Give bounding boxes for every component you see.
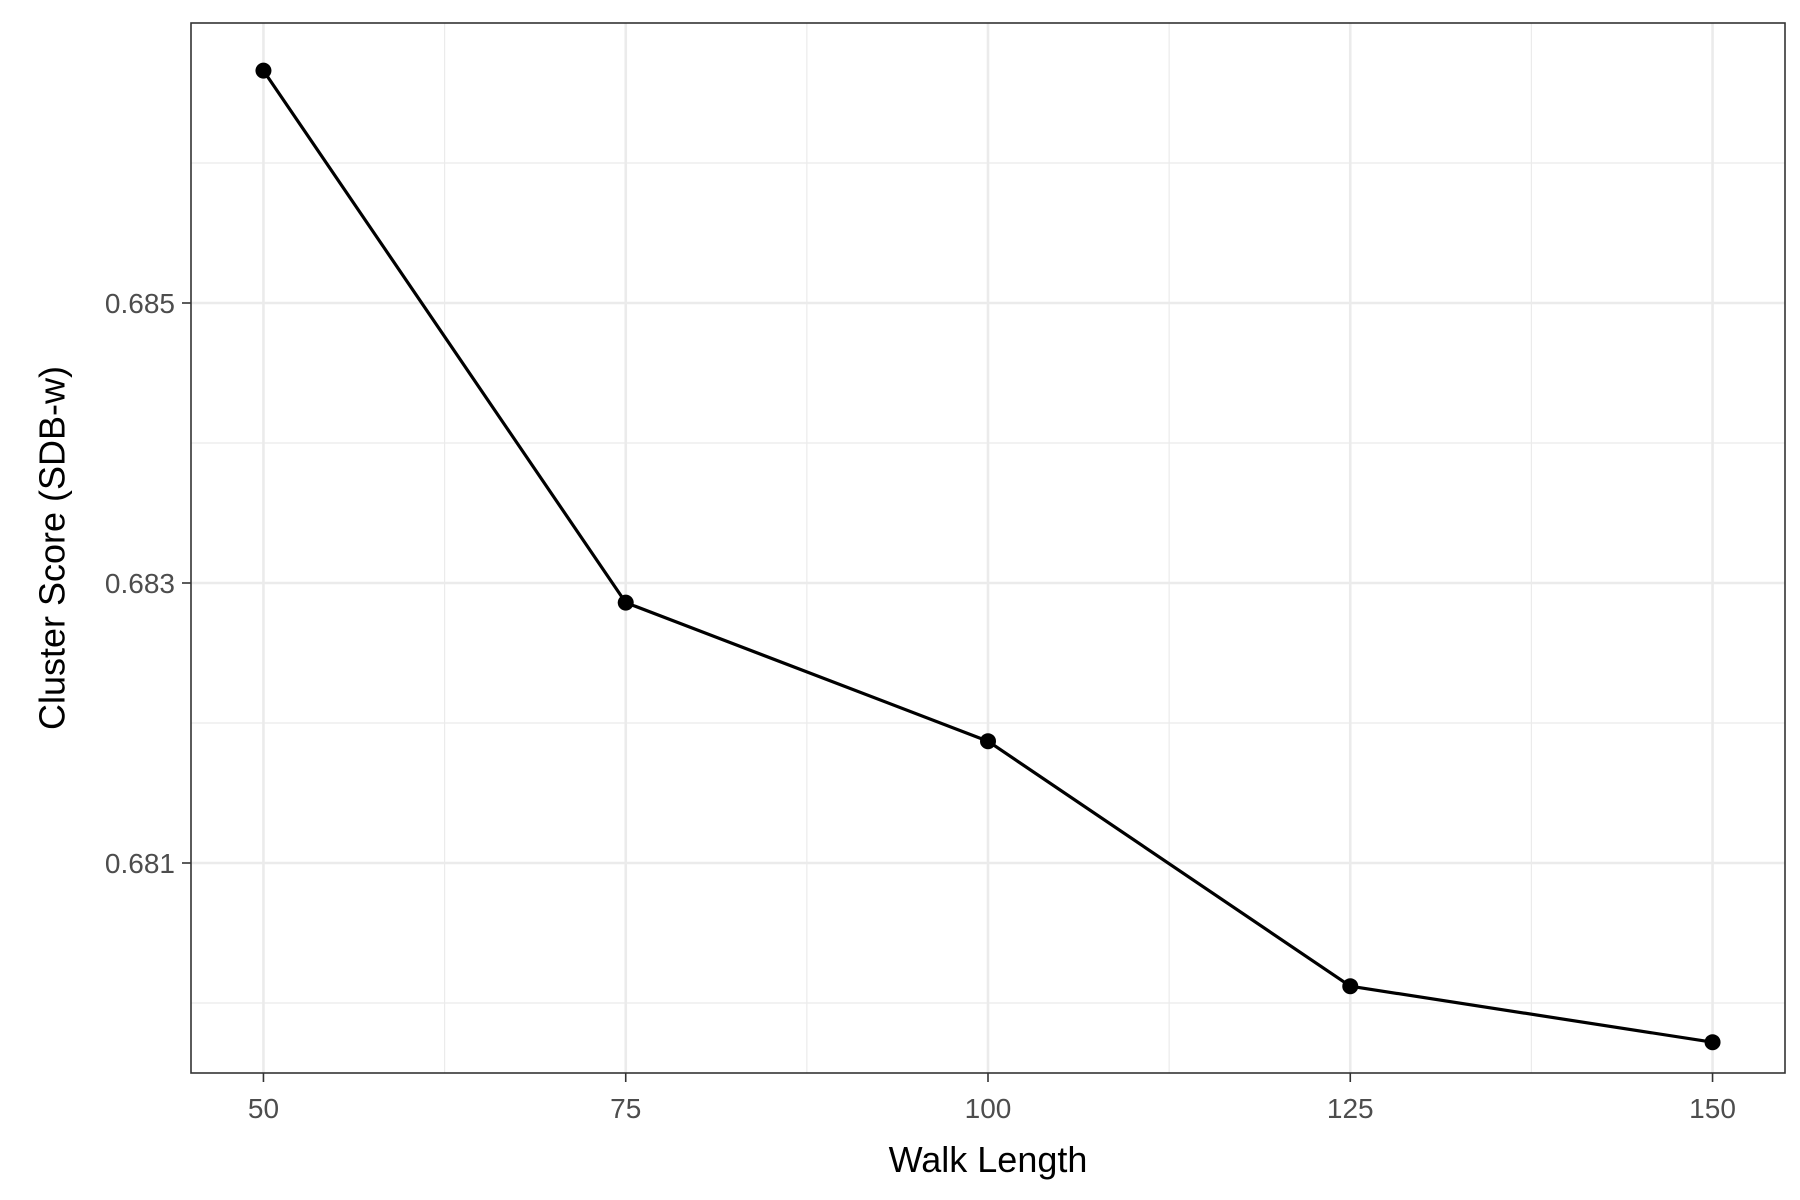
y-tick-label: 0.683 (105, 568, 175, 599)
y-axis-title: Cluster Score (SDB-w) (32, 366, 73, 730)
x-tick-label: 50 (248, 1093, 279, 1124)
data-point (1704, 1034, 1721, 1051)
y-axis-ticks: 0.681 0.683 0.685 (105, 288, 191, 879)
x-tick-label: 75 (610, 1093, 641, 1124)
major-gridlines (191, 23, 1785, 1073)
data-point (1342, 978, 1359, 995)
data-point (980, 733, 996, 750)
data-point (255, 62, 272, 79)
y-tick-label: 0.681 (105, 848, 175, 879)
y-tick-label: 0.685 (105, 288, 175, 319)
series-layer (255, 62, 1721, 1051)
x-tick-label: 125 (1327, 1093, 1374, 1124)
x-axis-title: Walk Length (889, 1139, 1088, 1180)
x-tick-label: 100 (965, 1093, 1012, 1124)
x-tick-label: 150 (1689, 1093, 1736, 1124)
data-point (617, 594, 634, 611)
x-axis-ticks: 50 75 100 125 150 (248, 1073, 1736, 1124)
